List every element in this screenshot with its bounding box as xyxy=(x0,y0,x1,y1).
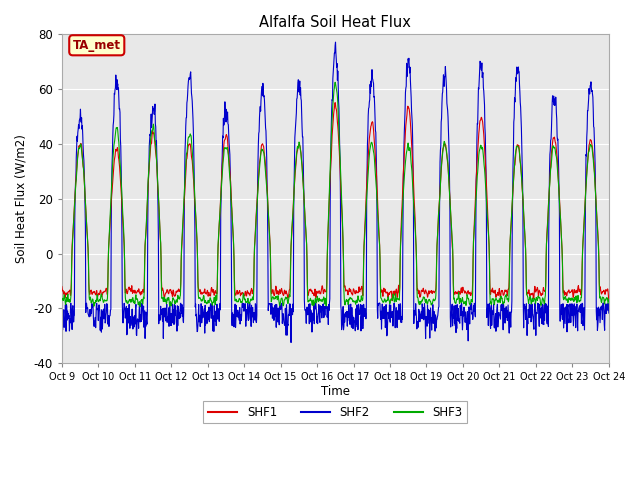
SHF3 xyxy=(136,304,144,310)
SHF1 xyxy=(540,288,548,293)
SHF2 xyxy=(166,314,174,320)
SHF1 xyxy=(58,284,66,289)
Text: TA_met: TA_met xyxy=(73,39,121,52)
X-axis label: Time: Time xyxy=(321,385,350,398)
Y-axis label: Soil Heat Flux (W/m2): Soil Heat Flux (W/m2) xyxy=(15,134,28,263)
SHF1 xyxy=(492,294,500,300)
SHF3 xyxy=(541,301,548,307)
SHF2 xyxy=(332,39,339,45)
SHF2 xyxy=(541,317,548,323)
SHF2 xyxy=(241,307,248,313)
SHF2 xyxy=(492,323,500,329)
SHF3 xyxy=(421,297,429,302)
SHF2 xyxy=(180,320,188,325)
SHF3 xyxy=(58,297,66,303)
SHF2 xyxy=(58,316,66,322)
Line: SHF3: SHF3 xyxy=(62,82,609,307)
SHF3 xyxy=(180,199,188,204)
SHF2 xyxy=(605,310,612,316)
SHF1 xyxy=(605,298,612,304)
SHF3 xyxy=(166,299,174,304)
SHF2 xyxy=(287,340,295,346)
Title: Alfalfa Soil Heat Flux: Alfalfa Soil Heat Flux xyxy=(259,15,412,30)
SHF3 xyxy=(605,297,612,302)
Line: SHF1: SHF1 xyxy=(62,103,609,301)
SHF3 xyxy=(332,79,339,85)
SHF1 xyxy=(166,287,174,293)
SHF3 xyxy=(492,296,500,302)
SHF2 xyxy=(421,306,429,312)
SHF1 xyxy=(180,211,188,216)
Legend: SHF1, SHF2, SHF3: SHF1, SHF2, SHF3 xyxy=(204,401,467,423)
SHF3 xyxy=(241,296,249,302)
SHF1 xyxy=(420,291,428,297)
SHF1 xyxy=(332,100,339,106)
SHF1 xyxy=(241,293,248,299)
Line: SHF2: SHF2 xyxy=(62,42,609,343)
